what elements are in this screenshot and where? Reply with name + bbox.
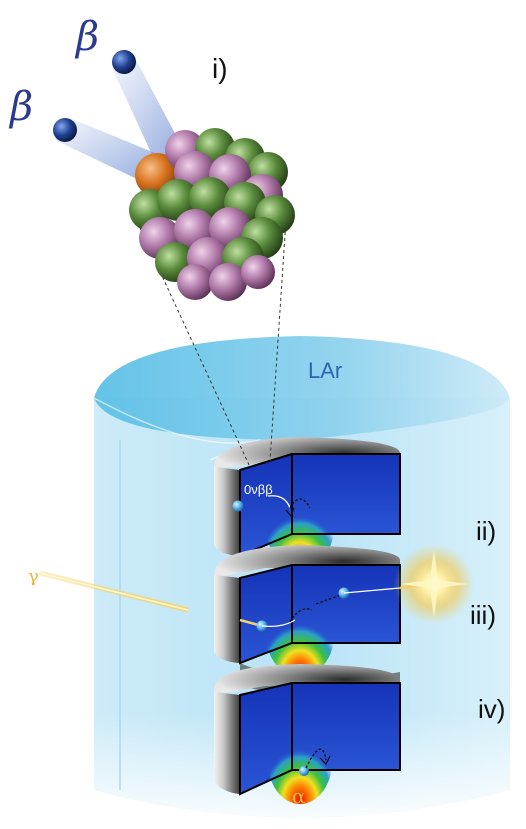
- panel-label-iii: iii): [470, 600, 496, 630]
- cylinder-top: [94, 336, 510, 440]
- onbb-vertex-dot: [232, 500, 244, 512]
- gamma-label: γ: [28, 566, 39, 587]
- cylinder-cutout-edge: [93, 397, 261, 461]
- track-onbb: [232, 495, 311, 518]
- beta-label-upper: β: [74, 14, 99, 60]
- nucleus: [129, 128, 295, 301]
- detector-iv: [214, 664, 401, 804]
- track-alpha: [299, 748, 331, 776]
- panel-label-ii: ii): [476, 516, 496, 546]
- track-gamma: [39, 544, 474, 632]
- panel-label-i: i): [212, 53, 228, 84]
- alpha-label: α: [292, 784, 306, 808]
- panel-label-iv: iv): [478, 694, 505, 724]
- electron-upper: [112, 50, 136, 74]
- alpha-vertex-dot: [299, 766, 309, 776]
- lar-label: LAr: [308, 358, 342, 383]
- electron-lower: [53, 118, 77, 142]
- onbb-label: 0νββ: [244, 482, 273, 497]
- beta-label-lower: β: [8, 84, 33, 130]
